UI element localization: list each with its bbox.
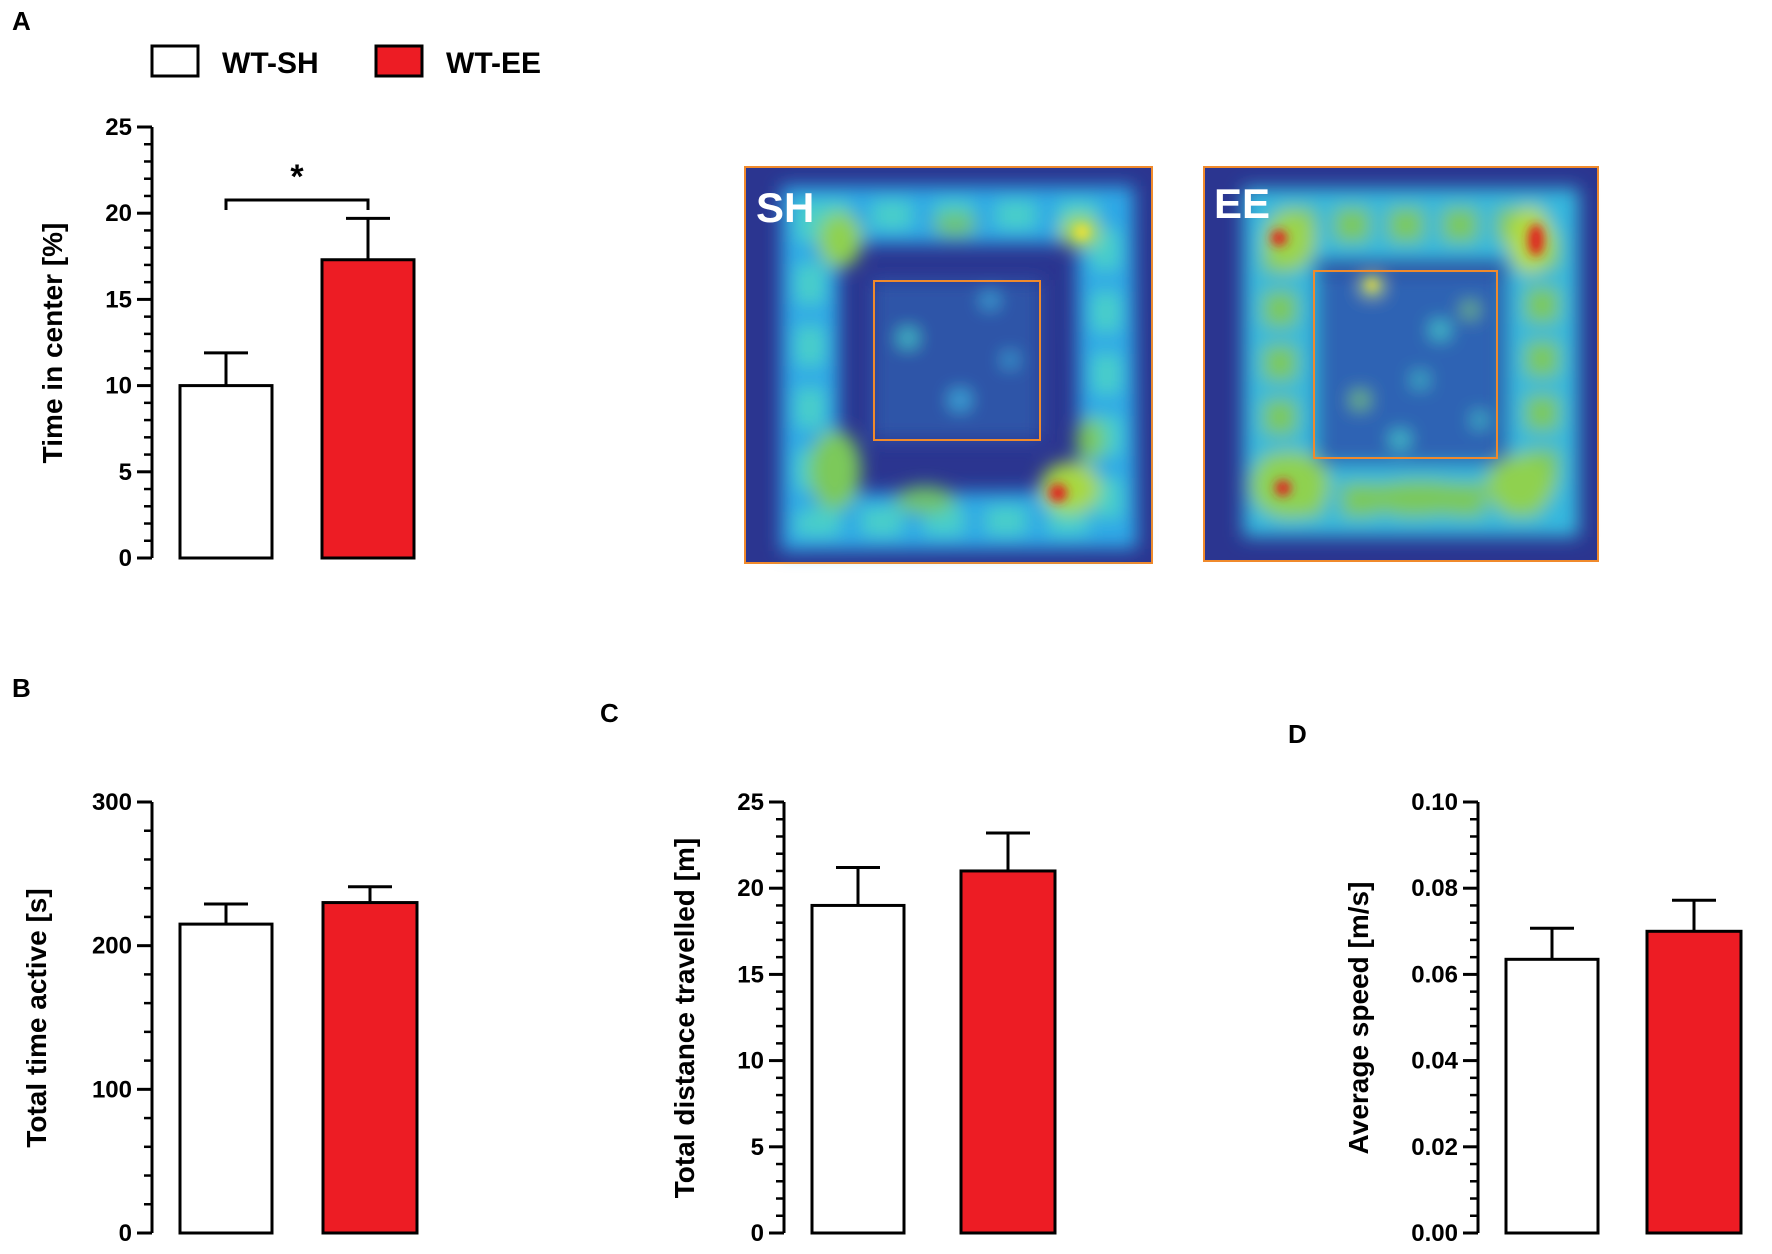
bar-d-wt-sh [1504,957,1600,1235]
heatmap-ee-label: EE [1214,180,1270,227]
axis-title-c: Total distance travelled [m] [669,838,700,1198]
bar-b-wt-sh [178,922,274,1235]
legend-swatch-wt-sh [150,44,200,78]
tick-label-d: 0.06 [1411,961,1458,988]
tick-label-c: 25 [737,789,764,816]
legend-label-wt-sh: WT-SH [222,47,319,80]
tick-label-b: 0 [119,1220,132,1247]
chart-panel-c: C 0 5 10 15 20 25 Total distance travelled [m] [600,698,1057,1247]
chart-panel-d: D 0.00 0.02 0.04 0.06 0.08 0.10 Average speed [… [1288,719,1743,1247]
tick-label-a: 10 [105,373,132,400]
tick-label-b: 100 [92,1076,132,1103]
bar-a-wt-sh [178,384,274,560]
bar-d-wt-ee [1645,929,1743,1235]
heatmap-sh-label: SH [756,184,814,231]
heatmap-ee-center-zone [1313,270,1498,459]
tick-label-c: 15 [737,961,764,988]
tick-label-c: 10 [737,1048,764,1075]
tick-label-c: 5 [751,1134,764,1161]
tick-label-a: 20 [105,200,132,227]
tick-label-b: 200 [92,933,132,960]
tick-label-d: 0.00 [1411,1220,1458,1247]
tick-label-c: 20 [737,875,764,902]
panel-letter-c: C [600,698,619,728]
bar-a-wt-ee [320,258,416,560]
chart-panel-a: A 0 5 10 15 20 25 Time in center [%] * [12,6,416,572]
tick-label-a: 0 [119,545,132,572]
significance-star: * [290,158,304,196]
heatmap-sh-center-zone [873,280,1041,441]
tick-label-d: 0.10 [1411,789,1458,816]
tick-label-a: 15 [105,286,132,313]
bar-c-wt-ee [959,869,1057,1235]
tick-label-d: 0.02 [1411,1134,1458,1161]
tick-label-c: 0 [751,1220,764,1247]
tick-label-d: 0.04 [1411,1048,1458,1075]
legend-swatch-wt-ee [374,44,424,78]
axis-title-d: Average speed [m/s] [1343,882,1374,1155]
bar-c-wt-sh [810,903,906,1235]
chart-panel-b: B 0 100 200 300 Total time active [s] [12,673,419,1247]
axis-title-b: Total time active [s] [21,888,52,1147]
legend: WT-SH WT-EE [150,44,541,80]
significance-bracket [224,198,370,210]
legend-label-wt-ee: WT-EE [446,47,541,80]
tick-label-b: 300 [92,789,132,816]
heatmap-ee-activity [1243,188,1579,537]
heatmap-sh: SH [744,166,1153,564]
tick-label-d: 0.08 [1411,875,1458,902]
heatmap-ee: EE [1203,166,1599,562]
panel-letter-d: D [1288,719,1307,749]
tick-label-a: 5 [119,459,132,486]
panel-letter-a: A [12,6,31,36]
tick-label-a: 25 [105,114,132,141]
bar-b-wt-ee [321,901,419,1235]
heatmap-sh-activity [781,186,1138,552]
axis-title-a: Time in center [%] [37,223,68,464]
panel-letter-b: B [12,673,31,703]
